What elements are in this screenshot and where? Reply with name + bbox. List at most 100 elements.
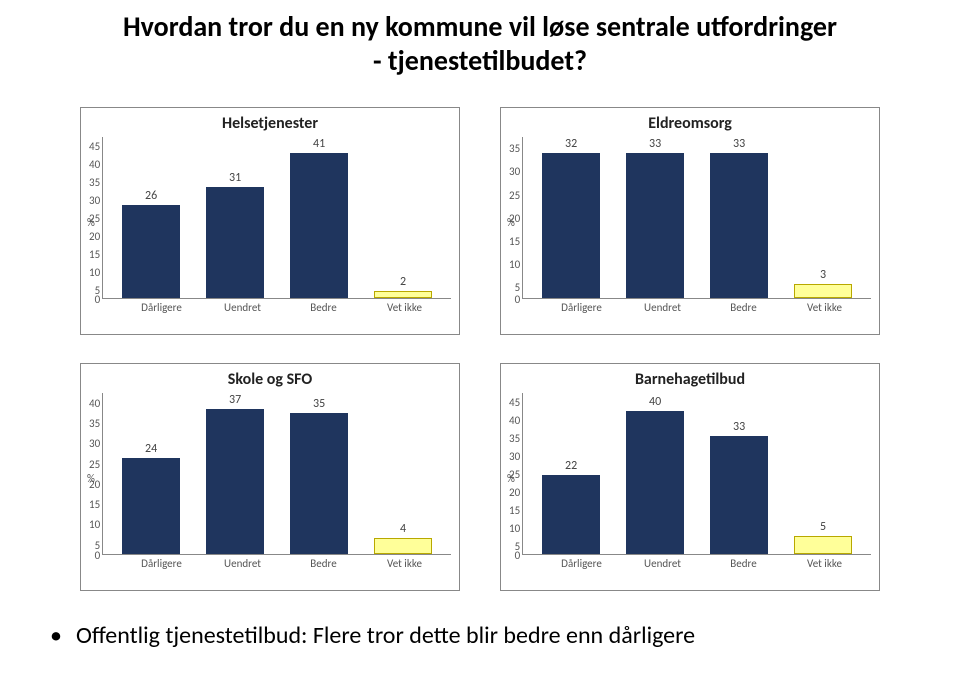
summary-bullet: Offentlig tjenestetilbud: Flere tror det… — [20, 621, 940, 650]
bar — [374, 538, 432, 554]
plot-area: 3233333 — [522, 137, 871, 299]
plot-wrap: 4540353025201510502240335 — [509, 393, 871, 555]
bar — [794, 284, 852, 298]
x-tick-label: Vet ikke — [364, 301, 445, 314]
bar-value-label: 3 — [820, 268, 826, 282]
bar — [290, 153, 348, 298]
y-tick: 20 — [509, 483, 520, 501]
x-tick-label: Vet ikke — [784, 557, 865, 570]
x-tick-label: Dårligere — [541, 301, 622, 314]
bar-value-label: 32 — [565, 137, 577, 151]
x-tick-label: Bedre — [703, 301, 784, 314]
y-tick: 15 — [89, 494, 100, 514]
x-tick-label: Bedre — [283, 301, 364, 314]
charts-grid: Helsetjenester%4540353025201510502631412… — [80, 107, 880, 591]
x-tick-label: Bedre — [283, 557, 364, 570]
plot-wrap: 353025201510503233333 — [509, 137, 871, 299]
bar-value-label: 22 — [565, 459, 577, 473]
y-tick: 15 — [509, 501, 520, 519]
y-tick: 10 — [509, 519, 520, 537]
bar — [794, 536, 852, 554]
chart-barnehagetilbud: Barnehagetilbud%454035302520151050224033… — [500, 363, 880, 591]
bar-slot: 40 — [613, 393, 697, 554]
bar-slot: 22 — [529, 393, 613, 554]
x-tick-label: Uendret — [622, 301, 703, 314]
y-tick: 15 — [509, 230, 520, 253]
y-tick: 40 — [89, 155, 100, 173]
y-axis-label: % — [87, 472, 95, 485]
bar-slot: 3 — [781, 137, 865, 298]
x-axis-labels: DårligereUendretBedreVet ikke — [89, 555, 451, 570]
bar-value-label: 31 — [229, 171, 241, 185]
bar-slot: 32 — [529, 137, 613, 298]
bar-slot: 31 — [193, 137, 277, 298]
y-tick: 15 — [89, 245, 100, 263]
bar-value-label: 33 — [733, 420, 745, 434]
bar — [122, 205, 180, 298]
y-axis-label: % — [507, 216, 515, 229]
bar-slot: 26 — [109, 137, 193, 298]
plot-area: 22 40 33 5 — [522, 393, 871, 555]
bar-value-label: 37 — [229, 393, 241, 407]
plot-wrap: 40353025201510502437354 — [89, 393, 451, 555]
bar — [542, 475, 600, 554]
bar-value-label: 5 — [820, 520, 826, 534]
x-axis-labels: DårligereUendretBedreVet ikke — [509, 555, 871, 570]
bar-slot: 4 — [361, 393, 445, 554]
bar-slot: 5 — [781, 393, 865, 554]
y-tick: 10 — [89, 515, 100, 535]
x-tick-label: Uendret — [202, 557, 283, 570]
bar-value-label: 24 — [145, 442, 157, 456]
y-tick: 35 — [509, 429, 520, 447]
chart-title: Barnehagetilbud — [509, 370, 871, 389]
x-tick-label: Bedre — [703, 557, 784, 570]
title-line-2: - tjenestetilbudet? — [373, 43, 587, 78]
bar — [626, 411, 684, 554]
x-tick-label: Dårligere — [121, 301, 202, 314]
bar-value-label: 33 — [649, 137, 661, 151]
bar — [710, 436, 768, 554]
x-tick-label: Vet ikke — [784, 301, 865, 314]
y-tick: 25 — [509, 183, 520, 206]
x-tick-label: Uendret — [622, 557, 703, 570]
title-line-1: Hvordan tror du en ny kommune vil løse s… — [123, 9, 837, 44]
bar-value-label: 2 — [400, 275, 406, 289]
y-tick: 30 — [509, 447, 520, 465]
y-axis-label: % — [507, 472, 515, 485]
chart-title: Eldreomsorg — [509, 114, 871, 133]
y-tick: 30 — [89, 191, 100, 209]
chart-eldreomsorg: Eldreomsorg%353025201510503233333Dårlige… — [500, 107, 880, 335]
bar-slot: 2 — [361, 137, 445, 298]
x-tick-label: Dårligere — [121, 557, 202, 570]
y-tick: 45 — [509, 393, 520, 411]
y-tick: 40 — [89, 393, 100, 413]
bar-value-label: 26 — [145, 189, 157, 203]
x-tick-label: Uendret — [202, 301, 283, 314]
bar — [206, 187, 264, 298]
page: Hvordan tror du en ny kommune vil løse s… — [0, 0, 960, 695]
plot-area: 24 37 35 4 — [102, 393, 451, 555]
bar — [290, 413, 348, 554]
plot-area: 26 31 41 2 — [102, 137, 451, 299]
bar-value-label: 41 — [313, 137, 325, 151]
bar-value-label: 4 — [400, 522, 406, 536]
y-tick: 30 — [89, 434, 100, 454]
bar-slot: 37 — [193, 393, 277, 554]
bar-value-label: 33 — [733, 137, 745, 151]
y-tick: 10 — [509, 253, 520, 276]
bar — [122, 458, 180, 555]
bar-value-label: 35 — [313, 397, 325, 411]
plot-wrap: 4540353025201510502631412 — [89, 137, 451, 299]
y-tick: 45 — [89, 137, 100, 155]
chart-title: Helsetjenester — [89, 114, 451, 133]
bar-slot: 24 — [109, 393, 193, 554]
x-axis-labels: DårligereUendretBedreVet ikke — [509, 299, 871, 314]
y-tick: 25 — [89, 454, 100, 474]
x-axis-labels: DårligereUendretBedreVet ikke — [89, 299, 451, 314]
bar — [374, 291, 432, 298]
bar-slot: 41 — [277, 137, 361, 298]
y-tick: 35 — [509, 137, 520, 160]
x-tick-label: Dårligere — [541, 557, 622, 570]
bar-slot: 35 — [277, 393, 361, 554]
y-tick: 20 — [89, 227, 100, 245]
